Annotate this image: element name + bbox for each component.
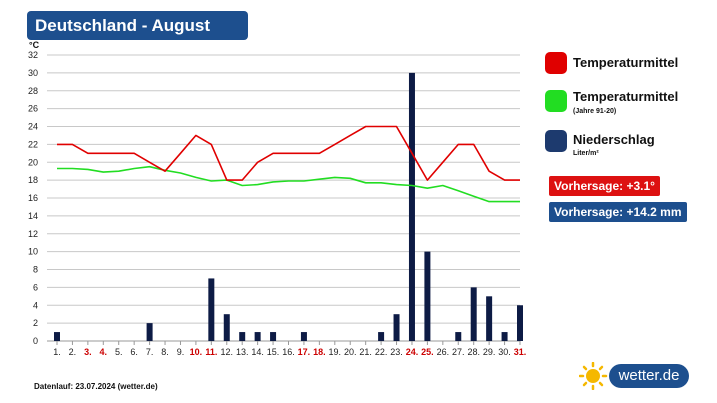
x-tick-label: 24. [406, 347, 419, 357]
precip-bar [54, 332, 60, 341]
precip-bar [223, 314, 230, 341]
x-tick-label: 29. [483, 347, 496, 357]
y-tick-label: 4 [33, 300, 38, 310]
precip-bar [455, 332, 462, 341]
y-tick-label: 0 [33, 336, 38, 346]
x-tick-label: 31. [514, 347, 527, 357]
precip-bar [146, 323, 153, 341]
x-tick-label: 1. [53, 347, 61, 357]
x-tick-label: 12. [221, 347, 234, 357]
precip-bar [408, 72, 415, 341]
x-tick-label: 19. [329, 347, 342, 357]
x-tick-label: 3. [84, 347, 92, 357]
forecast-precip-badge: Vorhersage: +14.2 mm [549, 202, 687, 222]
logo-text: wetter.de [609, 364, 689, 388]
sun-icon [579, 362, 608, 390]
x-tick-label: 9. [177, 347, 185, 357]
precip-bar [378, 332, 385, 341]
y-tick-label: 12 [28, 229, 38, 239]
y-tick-label: 8 [33, 265, 38, 275]
y-tick-label: 28 [28, 86, 38, 96]
precip-bar [501, 332, 508, 341]
series-line-temp [57, 125, 520, 181]
legend-unit-precip: Liter/m² [573, 150, 599, 157]
wetter-logo: wetter.de [579, 362, 691, 390]
x-tick-label: 20. [344, 347, 357, 357]
y-tick-label: 6 [33, 282, 38, 292]
y-tick-label: 18 [28, 175, 38, 185]
x-tick-label: 17. [298, 347, 311, 357]
y-tick-label: 24 [28, 122, 38, 132]
x-tick-label: 2. [69, 347, 77, 357]
precip-bar [270, 332, 277, 341]
x-tick-label: 23. [390, 347, 403, 357]
series-line-temp-normal [57, 165, 520, 203]
y-tick-label: 2 [33, 318, 38, 328]
x-tick-label: 10. [190, 347, 203, 357]
x-tick-label: 22. [375, 347, 388, 357]
legend-label-precip: Niederschlag [573, 132, 655, 147]
x-tick-label: 5. [115, 347, 123, 357]
y-tick-label: 32 [28, 50, 38, 60]
x-tick-label: 18. [313, 347, 326, 357]
legend-swatch-temp-normal [545, 90, 567, 112]
x-tick-label: 8. [161, 347, 169, 357]
precip-bar [208, 278, 215, 341]
y-axis-unit: °C [29, 40, 40, 50]
x-tick-label: 13. [236, 347, 249, 357]
data-source-note: Datenlauf: 23.07.2024 (wetter.de) [34, 382, 158, 391]
y-tick-label: 10 [28, 247, 38, 257]
x-tick-label: 4. [100, 347, 108, 357]
x-tick-label: 6. [130, 347, 138, 357]
x-tick-label: 28. [467, 347, 480, 357]
x-tick-label: 26. [437, 347, 450, 357]
y-tick-label: 22 [28, 139, 38, 149]
precip-bar [470, 287, 477, 341]
precip-bar [254, 332, 261, 341]
legend-swatch-temp [545, 52, 567, 74]
x-tick-label: 14. [251, 347, 264, 357]
x-tick-label: 21. [359, 347, 372, 357]
precip-bar [424, 251, 431, 341]
legend-swatch-precip [545, 130, 567, 152]
legend-sub-temp-normal: (Jahre 91-20) [573, 108, 617, 115]
precip-bar [486, 296, 493, 341]
legend-label-temp: Temperaturmittel [573, 55, 679, 70]
x-tick-label: 16. [282, 347, 295, 357]
y-tick-label: 30 [28, 68, 38, 78]
x-tick-label: 15. [267, 347, 280, 357]
y-tick-label: 16 [28, 193, 38, 203]
x-tick-label: 25. [421, 347, 434, 357]
y-tick-label: 14 [28, 211, 38, 221]
x-tick-label: 30. [498, 347, 511, 357]
precip-bar [393, 314, 400, 341]
x-tick-label: 27. [452, 347, 465, 357]
chart-title: Deutschland - August [27, 11, 248, 40]
precip-bar [300, 332, 307, 341]
forecast-temp-badge: Vorhersage: +3.1° [549, 176, 660, 196]
legend-label-temp-normal: Temperaturmittel [573, 89, 679, 104]
x-tick-label: 7. [146, 347, 154, 357]
precip-bar [517, 305, 523, 341]
y-tick-label: 20 [28, 157, 38, 167]
y-tick-label: 26 [28, 104, 38, 114]
precip-bar [239, 332, 246, 341]
x-tick-label: 11. [205, 347, 217, 357]
